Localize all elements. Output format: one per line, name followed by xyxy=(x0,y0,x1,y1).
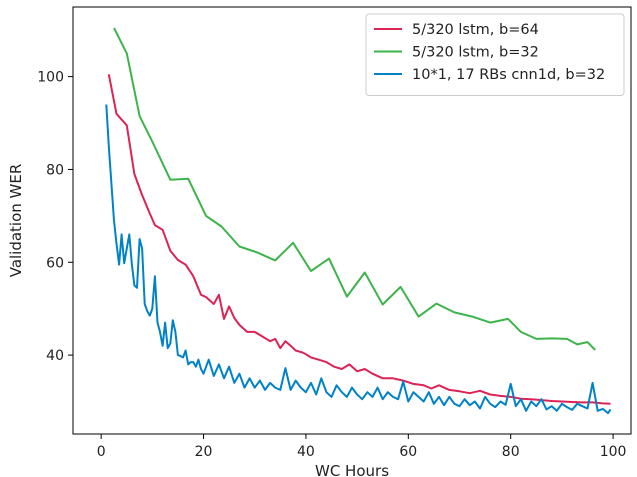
x-axis-label: WC Hours xyxy=(315,462,389,477)
series-line-3 xyxy=(105,104,612,415)
x-tick-label: 80 xyxy=(502,444,520,460)
y-tick-label: 60 xyxy=(46,255,64,271)
series-line-2 xyxy=(113,27,596,351)
y-axis-label: Validation WER xyxy=(7,164,25,278)
tick-layer: 0 20 40 60 80 100 40 60 80 100 xyxy=(37,70,626,460)
y-tick-label: 40 xyxy=(46,348,64,364)
x-tick-label: 60 xyxy=(399,444,417,460)
legend-label-3: 10*1, 17 RBs cnn1d, b=32 xyxy=(412,67,605,83)
series-layer xyxy=(105,27,612,415)
legend: 5/320 lstm, b=64 5/320 lstm, b=32 10*1, 17… xyxy=(365,13,625,96)
plot-frame xyxy=(72,6,632,435)
legend-box xyxy=(365,13,625,96)
x-tick-label: 0 xyxy=(97,444,106,460)
x-tick-label: 100 xyxy=(600,444,627,460)
y-tick-label: 100 xyxy=(37,70,64,86)
x-tick-label: 20 xyxy=(195,444,213,460)
y-tick-label: 80 xyxy=(46,162,64,178)
legend-label-1: 5/320 lstm, b=64 xyxy=(412,22,539,38)
x-tick-label: 40 xyxy=(297,444,315,460)
legend-label-2: 5/320 lstm, b=32 xyxy=(412,45,539,61)
